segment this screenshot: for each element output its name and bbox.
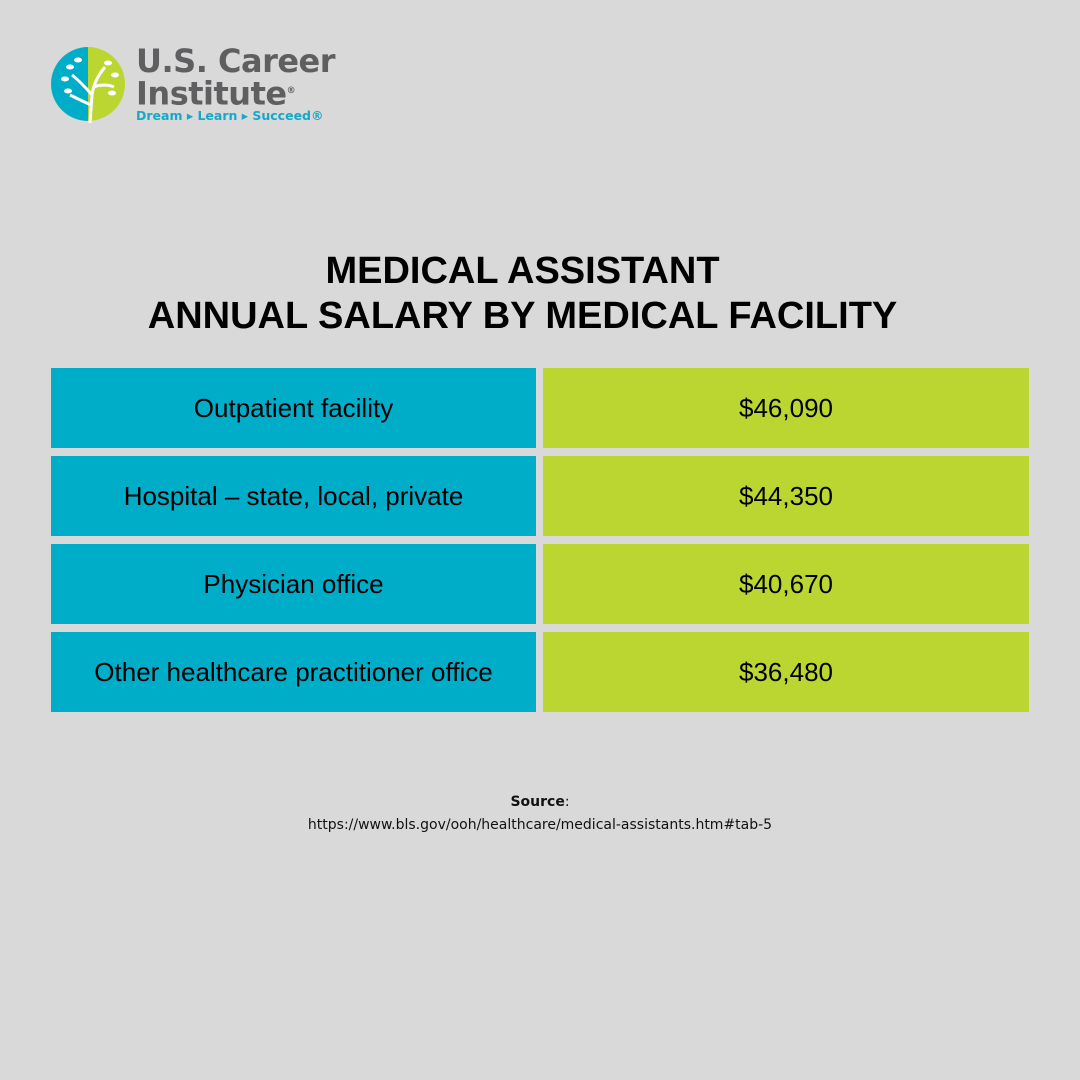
source-label: Source:: [0, 794, 1080, 810]
title-line2: ANNUAL SALARY BY MEDICAL FACILITY: [147, 295, 898, 337]
salary-cell: $36,480: [543, 632, 1029, 712]
facility-cell: Hospital – state, local, private: [51, 456, 536, 536]
tree-logo-icon: [51, 47, 125, 123]
brand-name-line2: Institute®: [136, 74, 296, 113]
logo: U.S. Career Institute® Dream ▸ Learn ▸ S…: [50, 45, 340, 125]
title-line1: MEDICAL ASSISTANT: [325, 250, 720, 292]
source-label-text: Source: [510, 794, 565, 810]
salary-cell: $40,670: [543, 544, 1029, 624]
facility-cell: Physician office: [51, 544, 536, 624]
facility-cell: Outpatient facility: [51, 368, 536, 448]
registered-mark: ®: [286, 86, 296, 96]
table-row: Other healthcare practitioner office $36…: [51, 632, 1029, 712]
source-colon: :: [564, 794, 570, 810]
facility-cell: Other healthcare practitioner office: [51, 632, 536, 712]
brand-name-line1: U.S. Career: [136, 42, 336, 80]
salary-cell: $44,350: [543, 456, 1029, 536]
salary-cell: $46,090: [543, 368, 1029, 448]
table-row: Physician office $40,670: [51, 544, 1029, 624]
table-row: Outpatient facility $46,090: [51, 368, 1029, 448]
source-url: https://www.bls.gov/ooh/healthcare/medic…: [307, 817, 773, 833]
brand-tagline: Dream ▸ Learn ▸ Succeed®: [136, 108, 324, 123]
table-row: Hospital – state, local, private $44,350: [51, 456, 1029, 536]
brand-institute: Institute: [136, 74, 287, 113]
